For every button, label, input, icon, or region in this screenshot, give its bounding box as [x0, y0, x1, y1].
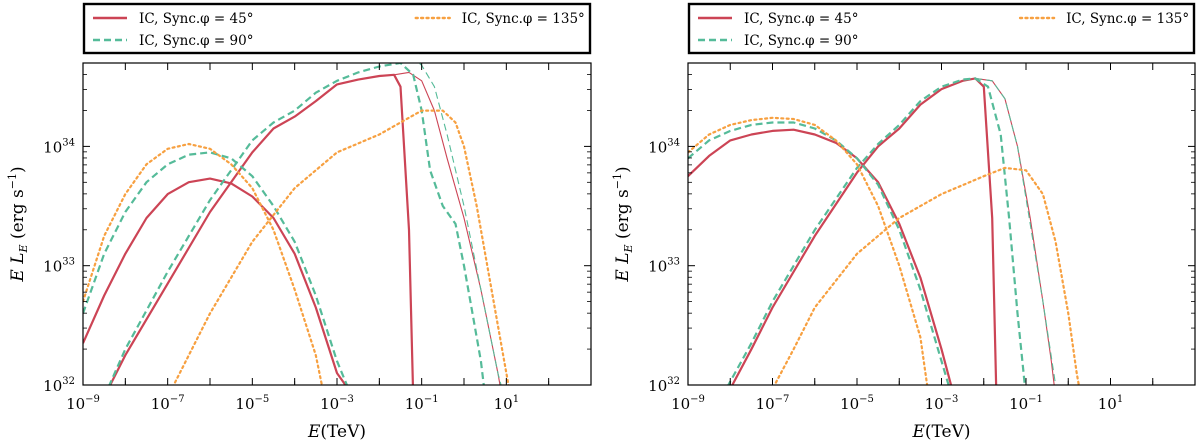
series-line [108, 63, 485, 385]
series-line [83, 151, 349, 385]
series-line [688, 128, 953, 385]
y-axis-label: E LE (erg s−1) [6, 166, 30, 282]
x-tick-label: 10−9 [66, 394, 100, 413]
y-axis-label: E LE (erg s−1) [611, 166, 635, 282]
plot-frame [687, 62, 1196, 386]
x-tick-label: 10−1 [405, 394, 439, 413]
x-tick-label: 10−1 [1009, 394, 1043, 413]
y-tick-label: 1034 [648, 137, 680, 156]
legend-frame [687, 2, 1196, 55]
series-line [731, 77, 998, 385]
legend-frame [82, 2, 592, 55]
series-line [975, 77, 1057, 385]
x-tick-label: 10−5 [235, 394, 269, 413]
series-line [108, 73, 415, 385]
left-panel: 10−9 10−7 10−5 10−3 10−1 101 1032 1033 1034 E(TeV… [6, 2, 592, 442]
right-panel: 10−9 10−7 10−5 10−3 10−1 101 1032 1033 1034 E(TeV… [611, 2, 1196, 442]
series-line [172, 109, 510, 385]
x-tick-label: 10−7 [151, 394, 185, 413]
x-axis-label: E(TeV) [307, 422, 366, 442]
legend-label: IC, Sync.φ = 135° [462, 11, 585, 27]
y-tick-label: 1032 [43, 376, 75, 395]
series-line [773, 166, 1080, 385]
series-line [688, 121, 950, 385]
legend-label: IC, Sync.φ = 90° [139, 33, 253, 49]
legend: IC, Sync.φ = 45° IC, Sync.φ = 90° IC, Sync… [687, 2, 1196, 55]
x-tick-label: 10−3 [925, 394, 959, 413]
x-tick-label: 10−9 [671, 394, 705, 413]
x-tick-label: 10−7 [756, 394, 790, 413]
legend-label: IC, Sync.φ = 135° [1066, 11, 1189, 27]
x-tick-label: 101 [1098, 394, 1123, 413]
x-tick-label: 101 [494, 394, 519, 413]
series-group [83, 63, 510, 385]
legend-label: IC, Sync.φ = 45° [139, 11, 253, 27]
legend-label: IC, Sync.φ = 90° [744, 33, 858, 49]
legend-label: IC, Sync.φ = 45° [744, 11, 858, 27]
x-axis-label: E(TeV) [911, 422, 970, 442]
y-tick-label: 1033 [43, 257, 75, 276]
series-line [83, 142, 323, 385]
series-line [83, 177, 347, 385]
series-group [688, 77, 1080, 385]
series-line [400, 63, 502, 385]
x-tick-label: 10−3 [320, 394, 354, 413]
plot-frame [82, 62, 592, 386]
y-tick-label: 1032 [648, 376, 680, 395]
series-line [727, 77, 1026, 385]
y-tick-label: 1033 [648, 257, 680, 276]
series-line [394, 71, 501, 385]
y-tick-label: 1034 [43, 137, 75, 156]
series-line [688, 116, 929, 385]
legend: IC, Sync.φ = 45° IC, Sync.φ = 90° IC, Sync… [82, 2, 592, 55]
x-tick-label: 10−5 [840, 394, 874, 413]
